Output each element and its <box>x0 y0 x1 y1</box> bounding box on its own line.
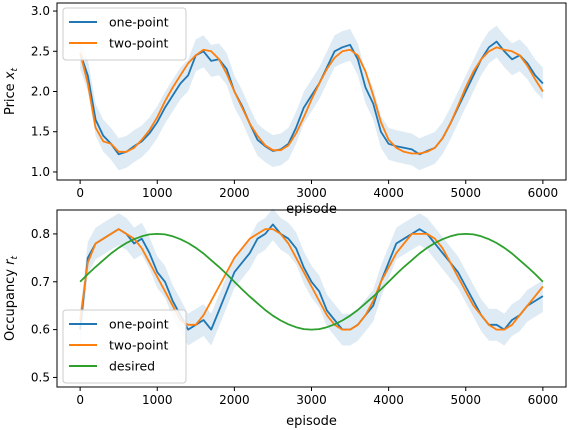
legend-label-two-point: two-point <box>109 36 168 51</box>
y-axis-label-text: Price <box>3 79 18 115</box>
legend-label-one-point: one-point <box>109 317 169 332</box>
x-tick-label: 1000 <box>142 186 173 200</box>
x-tick-label: 6000 <box>528 393 559 407</box>
y-tick-label: 0.6 <box>31 323 50 337</box>
series-line-two-point <box>79 228 544 331</box>
y-axis-label-subscript: t <box>10 255 20 259</box>
y-axis-label-symbol: x <box>3 71 18 80</box>
y-axis-label-subscript: t <box>10 67 20 71</box>
y-tick-label: 1.0 <box>31 165 50 179</box>
y-axis-label: Price xt <box>3 67 20 115</box>
y-tick-label: 0.7 <box>31 275 50 289</box>
x-tick-label: 4000 <box>373 393 404 407</box>
y-tick-label: 3.0 <box>31 4 50 18</box>
y-axis-label-symbol: r <box>3 258 18 265</box>
chart-panel-1: 0 1000 2000 3000 4000 5000 6000 0.5 0.6 0.7 0.8 epi… <box>3 208 567 429</box>
y-tick-label: 1.5 <box>31 125 50 139</box>
legend-label-two-point: two-point <box>109 338 168 353</box>
y-tick-label: 2.0 <box>31 85 50 99</box>
x-tick-label: 3000 <box>296 393 327 407</box>
x-tick-label: 0 <box>76 186 84 200</box>
x-tick-label: 6000 <box>528 186 559 200</box>
legend: one-point two-point <box>62 7 187 61</box>
x-tick-label: 1000 <box>142 393 173 407</box>
x-axis-label: episode <box>286 414 337 429</box>
x-tick-label: 5000 <box>450 186 481 200</box>
y-axis-label-text: Occupancy <box>3 265 18 341</box>
x-tick-label: 4000 <box>373 186 404 200</box>
x-tick-label: 2000 <box>219 393 250 407</box>
y-tick-label: 0.8 <box>31 227 50 241</box>
legend-label-desired: desired <box>109 359 155 374</box>
x-tick-label: 0 <box>76 393 84 407</box>
y-tick-label: 2.5 <box>31 44 50 58</box>
legend-label-one-point: one-point <box>109 15 169 30</box>
chart-panel-0: 0 1000 2000 3000 4000 5000 6000 1.0 1.5 2.0 2.5 3.0… <box>3 2 567 217</box>
x-tick-label: 2000 <box>219 186 250 200</box>
series-band-one-point <box>80 208 543 346</box>
y-tick-label: 0.5 <box>31 370 50 384</box>
series-line-one-point <box>79 40 544 156</box>
legend: one-point two-point desired <box>62 309 187 384</box>
x-tick-label: 3000 <box>296 186 327 200</box>
legend-box <box>62 309 187 384</box>
x-tick-label: 5000 <box>450 393 481 407</box>
series-line-desired <box>79 232 544 331</box>
series-line-one-point <box>79 223 544 331</box>
series-line-two-point <box>79 46 544 155</box>
y-axis-label: Occupancy rt <box>3 255 20 341</box>
